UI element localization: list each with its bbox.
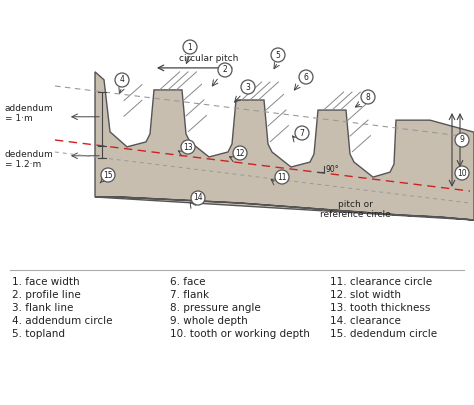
- Text: 5: 5: [275, 51, 281, 60]
- Text: 11. clearance circle: 11. clearance circle: [330, 277, 432, 287]
- Text: 15: 15: [103, 171, 113, 179]
- Circle shape: [299, 70, 313, 84]
- Text: 2: 2: [223, 66, 228, 75]
- Polygon shape: [95, 72, 474, 220]
- Circle shape: [191, 191, 205, 205]
- Text: 10. tooth or working depth: 10. tooth or working depth: [170, 329, 310, 339]
- Text: 12. slot width: 12. slot width: [330, 290, 401, 300]
- Circle shape: [241, 80, 255, 94]
- Text: 15. dedendum circle: 15. dedendum circle: [330, 329, 437, 339]
- Circle shape: [455, 166, 469, 180]
- Text: 3: 3: [246, 83, 250, 92]
- Text: 11: 11: [277, 173, 287, 181]
- Text: 90°: 90°: [326, 165, 340, 174]
- Circle shape: [361, 90, 375, 104]
- Text: 13: 13: [183, 143, 193, 151]
- Text: 6: 6: [303, 72, 309, 81]
- Text: 12: 12: [235, 149, 245, 158]
- Circle shape: [233, 146, 247, 160]
- Text: 4: 4: [119, 75, 125, 85]
- Text: 4. addendum circle: 4. addendum circle: [12, 316, 112, 326]
- Circle shape: [101, 168, 115, 182]
- Text: pitch or
reference circle: pitch or reference circle: [319, 200, 391, 220]
- Text: 2. profile line: 2. profile line: [12, 290, 81, 300]
- Circle shape: [295, 126, 309, 140]
- Text: 9. whole depth: 9. whole depth: [170, 316, 248, 326]
- Circle shape: [183, 40, 197, 54]
- Text: 5. topland: 5. topland: [12, 329, 65, 339]
- Text: 1: 1: [188, 43, 192, 51]
- Text: 7: 7: [300, 128, 304, 138]
- Text: 10: 10: [457, 168, 467, 177]
- Text: 8. pressure angle: 8. pressure angle: [170, 303, 261, 313]
- Text: addendum
= 1·m: addendum = 1·m: [5, 104, 54, 124]
- Text: 7. flank: 7. flank: [170, 290, 209, 300]
- Text: 14. clearance: 14. clearance: [330, 316, 401, 326]
- Circle shape: [115, 73, 129, 87]
- Circle shape: [455, 133, 469, 147]
- Text: circular pitch: circular pitch: [179, 54, 239, 63]
- Text: 3. flank line: 3. flank line: [12, 303, 73, 313]
- Text: 13. tooth thickness: 13. tooth thickness: [330, 303, 430, 313]
- Text: 8: 8: [365, 92, 370, 102]
- Circle shape: [218, 63, 232, 77]
- Text: 1. face width: 1. face width: [12, 277, 80, 287]
- Text: 9: 9: [460, 136, 465, 145]
- Circle shape: [181, 140, 195, 154]
- Text: 6. face: 6. face: [170, 277, 206, 287]
- Text: dedendum
= 1.2·m: dedendum = 1.2·m: [5, 150, 54, 169]
- Text: 14: 14: [193, 194, 203, 202]
- Circle shape: [271, 48, 285, 62]
- Circle shape: [275, 170, 289, 184]
